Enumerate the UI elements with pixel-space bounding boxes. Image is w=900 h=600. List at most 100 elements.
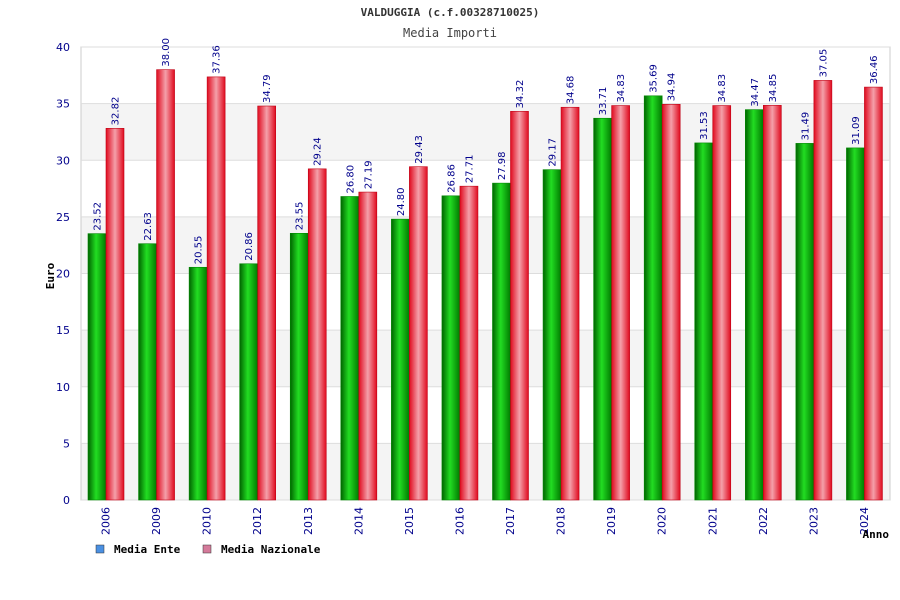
data-label-media-ente-2016: 26.86 — [446, 164, 457, 193]
bar-media-ente-2010 — [188, 266, 208, 501]
x-tick-label: 2023 — [807, 507, 820, 535]
data-label-media-nazionale-2018: 34.68 — [566, 76, 577, 105]
bar-media-ente-2020 — [643, 95, 663, 501]
legend-label-media-nazionale: Media Nazionale — [221, 543, 321, 556]
x-tick-label: 2020 — [656, 507, 669, 535]
bar-media-ente-2014 — [340, 196, 360, 501]
legend-swatch-media-nazionale — [202, 544, 212, 554]
data-label-media-nazionale-2024: 36.46 — [869, 55, 880, 84]
legend-label-media-ente: Media Ente — [114, 543, 181, 556]
y-axis-ticks: 0 5 10 15 20 25 30 35 40 — [56, 41, 70, 507]
bar-media-nazionale-2023 — [813, 80, 833, 501]
bar-media-nazionale-2009 — [156, 69, 175, 501]
data-labels: 23.52 32.82 22.63 38.00 20.55 37.36 20.86 34.79… — [93, 38, 880, 264]
bar-media-nazionale-2010 — [206, 76, 226, 501]
x-tick-label: 2015 — [403, 507, 416, 535]
data-label-media-ente-2006: 23.52 — [93, 202, 104, 231]
data-label-media-nazionale-2014: 27.19 — [363, 160, 374, 189]
x-tick-label: 2021 — [706, 507, 719, 535]
data-label-media-ente-2015: 24.80 — [396, 187, 407, 216]
data-label-media-ente-2009: 22.63 — [143, 212, 154, 241]
data-label-media-ente-2012: 20.86 — [244, 232, 255, 261]
y-axis-label: Euro — [44, 262, 57, 289]
x-tick-label: 2017 — [504, 507, 517, 535]
data-label-media-ente-2010: 20.55 — [194, 236, 205, 265]
bar-media-ente-2009 — [138, 243, 157, 501]
bar-media-nazionale-2020 — [661, 104, 681, 501]
x-tick-label: 2006 — [100, 507, 113, 535]
bar-media-ente-2006 — [87, 233, 107, 501]
bar-media-ente-2018 — [542, 169, 562, 501]
bar-media-nazionale-2019 — [611, 105, 630, 501]
chart-title: VALDUGGIA (c.f.00328710025) — [361, 6, 540, 19]
data-label-media-ente-2017: 27.98 — [497, 151, 508, 180]
bar-media-nazionale-2022 — [763, 105, 782, 501]
bar-media-nazionale-2018 — [560, 106, 580, 501]
x-tick-label: 2019 — [605, 507, 618, 535]
bar-media-ente-2017 — [492, 182, 511, 501]
x-tick-label: 2018 — [555, 507, 568, 535]
y-tick-label: 10 — [56, 381, 70, 394]
data-label-media-ente-2024: 31.09 — [851, 116, 862, 145]
bar-media-nazionale-2013 — [307, 168, 327, 501]
data-label-media-nazionale-2010: 37.36 — [212, 45, 223, 74]
y-tick-label: 0 — [63, 494, 70, 507]
bar-media-nazionale-2012 — [257, 105, 276, 501]
legend-swatch-media-ente — [95, 544, 105, 554]
x-tick-label: 2024 — [858, 507, 871, 535]
data-label-media-ente-2023: 31.49 — [800, 112, 811, 141]
data-label-media-nazionale-2012: 34.79 — [262, 74, 273, 103]
bar-media-ente-2013 — [289, 232, 309, 501]
data-label-media-nazionale-2019: 34.83 — [616, 74, 627, 103]
data-label-media-ente-2013: 23.55 — [295, 202, 306, 231]
data-label-media-nazionale-2021: 34.83 — [717, 74, 728, 103]
bar-media-ente-2021 — [694, 142, 714, 501]
bar-media-nazionale-2015 — [409, 166, 428, 501]
data-label-media-nazionale-2009: 38.00 — [161, 38, 172, 67]
data-label-media-nazionale-2022: 34.85 — [768, 74, 779, 103]
data-label-media-ente-2019: 33.71 — [598, 87, 609, 116]
y-tick-label: 35 — [56, 98, 70, 111]
data-label-media-nazionale-2016: 27.71 — [464, 155, 475, 184]
bar-media-nazionale-2006 — [105, 128, 125, 501]
data-label-media-nazionale-2015: 29.43 — [414, 135, 425, 164]
y-tick-label: 25 — [56, 211, 70, 224]
x-tick-label: 2016 — [453, 507, 466, 535]
bar-media-ente-2015 — [391, 218, 410, 501]
data-label-media-ente-2014: 26.80 — [345, 165, 356, 194]
data-label-media-nazionale-2006: 32.82 — [111, 97, 122, 126]
y-tick-label: 15 — [56, 324, 70, 337]
x-tick-label: 2012 — [251, 507, 264, 535]
bar-media-ente-2012 — [239, 263, 258, 501]
y-tick-label: 30 — [56, 154, 70, 167]
data-label-media-ente-2021: 31.53 — [699, 111, 710, 140]
x-tick-label: 2010 — [201, 507, 214, 535]
bar-media-ente-2016 — [441, 195, 461, 501]
y-tick-label: 20 — [56, 268, 70, 281]
bar-media-nazionale-2016 — [459, 185, 479, 501]
bar-media-nazionale-2014 — [358, 191, 378, 501]
data-label-media-nazionale-2017: 34.32 — [515, 80, 526, 109]
bar-media-ente-2022 — [745, 109, 764, 501]
data-label-media-ente-2020: 35.69 — [649, 64, 660, 93]
bar-media-nazionale-2024 — [864, 86, 883, 501]
bar-media-ente-2024 — [846, 147, 865, 501]
x-tick-label: 2009 — [150, 507, 163, 535]
legend: Media Ente Media Nazionale — [95, 543, 321, 556]
bar-media-ente-2019 — [593, 117, 612, 501]
x-tick-label: 2014 — [352, 507, 365, 535]
x-axis-label: Anno — [863, 528, 890, 541]
chart-subtitle: Media Importi — [403, 26, 497, 40]
data-label-media-nazionale-2020: 34.94 — [667, 73, 678, 102]
bars — [87, 69, 883, 501]
x-axis-ticks: 2006 2009 2010 2012 2013 2014 2015 2016 2017 2018… — [100, 507, 871, 535]
bar-media-nazionale-2017 — [510, 111, 529, 501]
bar-media-ente-2023 — [795, 143, 815, 501]
bar-media-nazionale-2021 — [712, 105, 732, 501]
data-label-media-ente-2018: 29.17 — [548, 138, 559, 167]
x-tick-label: 2013 — [302, 507, 315, 535]
y-tick-label: 40 — [56, 41, 70, 54]
x-tick-label: 2022 — [757, 507, 770, 535]
y-tick-label: 5 — [63, 437, 70, 450]
